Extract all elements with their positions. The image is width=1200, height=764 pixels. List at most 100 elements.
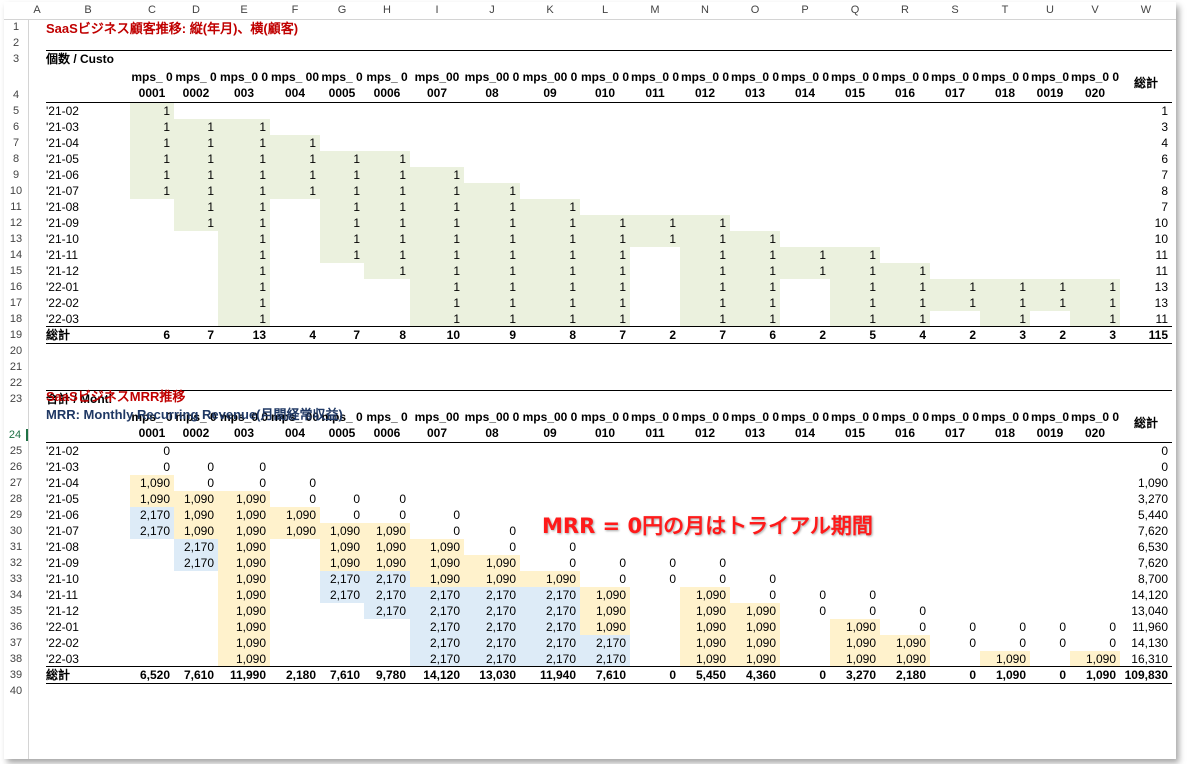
mrr-value-cell[interactable]: 1,090 — [680, 651, 730, 667]
customers-value-cell[interactable] — [630, 295, 680, 311]
column-header-S[interactable]: S — [951, 4, 959, 16]
customers-value-cell[interactable] — [980, 135, 1030, 151]
customers-value-cell[interactable]: 1 — [364, 247, 410, 263]
customers-value-cell[interactable]: 1 — [680, 263, 730, 279]
customers-value-cell[interactable] — [680, 199, 730, 215]
mrr-customer-header[interactable]: mps_00 008 — [464, 410, 520, 440]
mrr-value-cell[interactable] — [1030, 539, 1070, 555]
customers-value-cell[interactable]: 1 — [730, 247, 780, 263]
row-header-16[interactable]: 16 — [9, 281, 23, 293]
customers-value-cell[interactable] — [880, 119, 930, 135]
mrr-value-cell[interactable] — [320, 475, 364, 491]
row-header-26[interactable]: 26 — [9, 461, 23, 473]
customers-value-cell[interactable] — [364, 119, 410, 135]
mrr-value-cell[interactable] — [320, 651, 364, 667]
customers-value-cell[interactable]: 1 — [464, 199, 520, 215]
mrr-row-total[interactable]: 7,620 — [1137, 524, 1168, 538]
customers-value-cell[interactable]: 1 — [364, 231, 410, 247]
mrr-value-cell[interactable] — [1070, 555, 1120, 571]
mrr-value-cell[interactable]: 0 — [453, 508, 460, 522]
customers-value-cell[interactable] — [780, 103, 830, 119]
mrr-customer-header[interactable]: mps_0 0010 — [580, 410, 630, 440]
mrr-value-cell[interactable]: 1,090 — [320, 523, 364, 539]
customers-value-cell[interactable]: 1 — [270, 183, 320, 199]
mrr-row-total[interactable]: 0 — [1161, 444, 1168, 458]
customers-value-cell[interactable] — [1030, 247, 1070, 263]
mrr-value-cell[interactable] — [1070, 571, 1120, 587]
customers-value-cell[interactable] — [320, 103, 364, 119]
customers-value-cell[interactable]: 1 — [218, 151, 270, 167]
customers-value-cell[interactable] — [1070, 167, 1120, 183]
mrr-value-cell[interactable] — [270, 651, 320, 667]
customers-value-cell[interactable] — [1030, 231, 1070, 247]
mrr-month-label[interactable]: '21-10 — [46, 572, 79, 586]
mrr-value-cell[interactable]: 1,090 — [218, 491, 270, 507]
customers-value-cell[interactable]: 1 — [980, 311, 1030, 327]
customers-row-total[interactable]: 11 — [1155, 264, 1168, 278]
mrr-month-label[interactable]: '21-03 — [46, 460, 79, 474]
customers-value-cell[interactable] — [930, 183, 980, 199]
customers-value-cell[interactable] — [520, 151, 580, 167]
mrr-value-cell[interactable] — [270, 555, 320, 571]
mrr-column-total[interactable]: 2,180 — [285, 668, 316, 682]
customers-value-cell[interactable] — [880, 215, 930, 231]
mrr-row-total[interactable]: 7,620 — [1137, 556, 1168, 570]
mrr-value-cell[interactable] — [520, 459, 580, 475]
mrr-value-cell[interactable]: 2,170 — [520, 603, 580, 619]
customers-value-cell[interactable]: 1 — [464, 215, 520, 231]
customers-value-cell[interactable]: 1 — [464, 183, 520, 199]
customers-value-cell[interactable]: 1 — [930, 279, 980, 295]
mrr-value-cell[interactable]: 0 — [1109, 620, 1116, 634]
mrr-column-total[interactable]: 13,030 — [479, 668, 516, 682]
customers-column-total[interactable]: 2 — [669, 328, 676, 342]
customers-customer-header[interactable]: mps_0 0017 — [930, 70, 980, 100]
customers-value-cell[interactable] — [464, 119, 520, 135]
mrr-value-cell[interactable] — [218, 443, 270, 459]
mrr-value-cell[interactable] — [780, 555, 830, 571]
mrr-value-cell[interactable]: 0 — [353, 508, 360, 522]
customers-value-cell[interactable] — [320, 135, 364, 151]
mrr-month-label[interactable]: '21-07 — [46, 524, 79, 538]
column-header-G[interactable]: G — [337, 4, 347, 16]
mrr-value-cell[interactable]: 1,090 — [830, 635, 880, 651]
mrr-value-cell[interactable] — [174, 651, 218, 667]
customers-value-cell[interactable] — [1030, 151, 1070, 167]
mrr-value-cell[interactable]: 1,090 — [218, 603, 270, 619]
mrr-value-cell[interactable]: 0 — [819, 588, 826, 602]
customers-value-cell[interactable] — [270, 119, 320, 135]
customers-value-cell[interactable]: 1 — [680, 279, 730, 295]
customers-value-cell[interactable] — [730, 183, 780, 199]
mrr-value-cell[interactable] — [464, 507, 520, 523]
customers-value-cell[interactable] — [630, 311, 680, 327]
customers-value-cell[interactable] — [580, 167, 630, 183]
customers-value-cell[interactable] — [930, 215, 980, 231]
mrr-value-cell[interactable] — [980, 587, 1030, 603]
mrr-value-cell[interactable] — [630, 587, 680, 603]
mrr-value-cell[interactable] — [174, 571, 218, 587]
customers-value-cell[interactable] — [1030, 167, 1070, 183]
customers-month-label[interactable]: '22-02 — [46, 296, 79, 310]
mrr-customer-header[interactable]: mps_0 0003 — [219, 410, 269, 440]
customers-column-total[interactable]: 7 — [719, 328, 726, 342]
mrr-value-cell[interactable]: 2,170 — [580, 635, 630, 651]
mrr-value-cell[interactable] — [270, 635, 320, 651]
mrr-value-cell[interactable]: 0 — [259, 476, 266, 490]
customers-value-cell[interactable] — [680, 103, 730, 119]
row-header-13[interactable]: 13 — [9, 233, 23, 245]
mrr-value-cell[interactable] — [830, 491, 880, 507]
customers-value-cell[interactable]: 1 — [680, 215, 730, 231]
customers-value-cell[interactable]: 1 — [410, 311, 464, 327]
customers-customer-header[interactable]: mps_ 00006 — [366, 70, 408, 100]
mrr-column-total[interactable]: 0 — [669, 668, 676, 682]
customers-value-cell[interactable]: 1 — [680, 311, 730, 327]
row-header-36[interactable]: 36 — [9, 621, 23, 633]
customers-value-cell[interactable] — [270, 295, 320, 311]
mrr-value-cell[interactable] — [320, 443, 364, 459]
mrr-column-total[interactable]: 6,520 — [139, 668, 170, 682]
mrr-month-label[interactable]: '21-04 — [46, 476, 79, 490]
mrr-column-total[interactable]: 1,090 — [995, 668, 1026, 682]
mrr-customer-header[interactable]: mps_0 0013 — [730, 410, 780, 440]
customers-value-cell[interactable] — [730, 215, 780, 231]
customers-value-cell[interactable] — [1070, 151, 1120, 167]
mrr-value-cell[interactable] — [630, 443, 680, 459]
